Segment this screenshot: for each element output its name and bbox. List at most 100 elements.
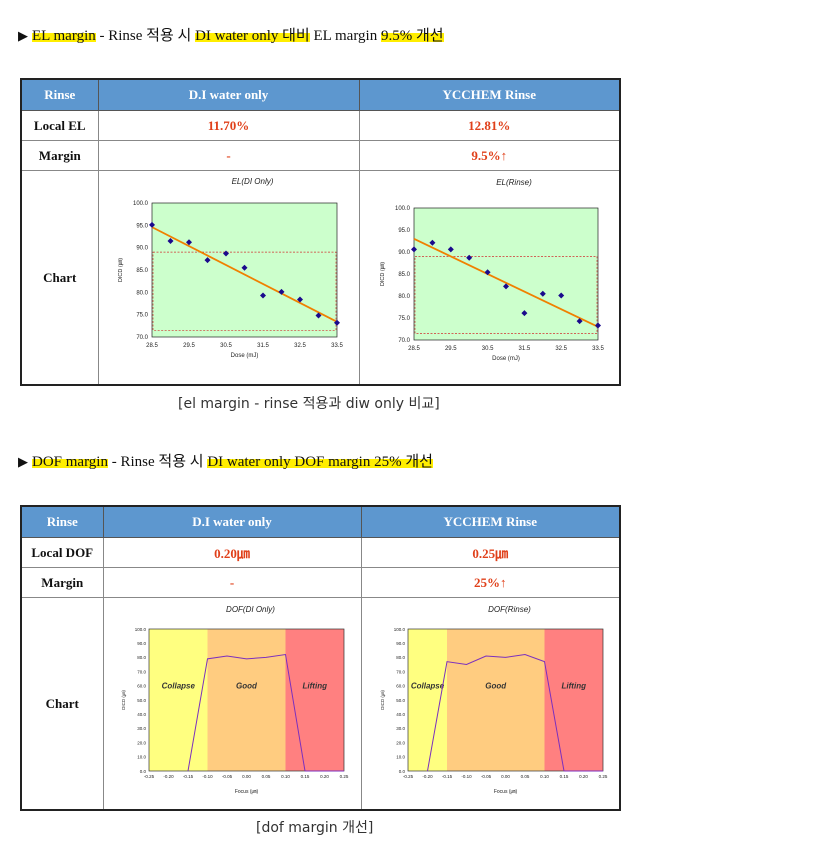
x-tick-label: -0.25: [403, 774, 414, 779]
y-tick-label: 0.0: [140, 769, 147, 774]
x-tick-label: 30.5: [220, 343, 232, 349]
chart-title: EL(DI Only): [232, 177, 274, 186]
table-header-row: Rinse D.I water only YCCHEM Rinse: [20, 505, 621, 538]
plot-area: [413, 207, 599, 341]
heading-part: 9.5% 개선: [380, 28, 444, 44]
spec-limit-box: [414, 256, 598, 334]
el-margin-heading: ▶ EL margin - Rinse 적용 시 DI water only 대비…: [18, 24, 444, 45]
y-tick-label: 40.0: [396, 712, 405, 717]
triangle-marker-icon: ▶: [18, 455, 28, 470]
row-label: Chart: [20, 597, 104, 811]
x-axis-label: Dose (mJ): [231, 353, 259, 359]
y-tick-label: 20.0: [396, 740, 405, 745]
triangle-marker-icon: ▶: [18, 29, 28, 44]
table-row: Margin - 25%↑: [20, 567, 621, 598]
data-point: [502, 283, 509, 290]
chart-title: EL(Rinse): [496, 178, 532, 187]
y-tick-label: 80.0: [136, 290, 148, 296]
y-tick-label: 75.0: [136, 313, 148, 319]
table-row: Margin - 9.5%↑: [20, 140, 621, 171]
cell-value: -: [102, 567, 362, 598]
y-tick-label: 20.0: [137, 740, 146, 745]
region-band: [446, 629, 545, 771]
data-point: [278, 288, 285, 295]
region-band: [544, 629, 603, 771]
y-tick-label: 90.0: [137, 641, 146, 646]
dof-comparison-table: Rinse D.I water only YCCHEM Rinse Local …: [20, 505, 621, 811]
y-tick-label: 0.0: [398, 769, 405, 774]
x-tick-label: 0.10: [540, 774, 549, 779]
cell-value: 0.25㎛: [360, 537, 621, 568]
data-point: [521, 310, 528, 317]
data-point: [149, 221, 155, 228]
y-axis-label: DICD (㎛): [118, 258, 124, 282]
y-tick-label: 60.0: [396, 684, 405, 689]
x-tick-label: 0.05: [262, 774, 271, 779]
region-label: Lifting: [561, 682, 586, 691]
heading-part: EL margin: [32, 28, 96, 44]
data-point: [260, 292, 266, 299]
y-tick-label: 100.0: [395, 206, 411, 212]
x-tick-label: -0.25: [144, 774, 155, 779]
data-point: [334, 319, 340, 326]
y-tick-label: 70.0: [398, 338, 410, 344]
dof-di-only-chart: DOF(DI Only) Collapse Good Lifting 0.0 10.0 20…: [121, 605, 349, 795]
x-tick-label: 33.5: [331, 343, 343, 349]
x-tick-label: 0.00: [242, 774, 251, 779]
heading-part: DI water only DOF margin 25% 개선: [207, 454, 433, 470]
heading-part: EL margin: [309, 28, 381, 44]
x-tick-label: 29.5: [445, 346, 457, 352]
region-band: [285, 629, 344, 771]
column-header: D.I water only: [97, 78, 360, 111]
y-tick-label: 85.0: [136, 268, 148, 274]
data-point: [447, 246, 454, 253]
data-point: [557, 292, 564, 299]
row-label: Margin: [20, 567, 104, 598]
row-label: Margin: [20, 140, 99, 171]
x-tick-label: 0.20: [579, 774, 588, 779]
cell-value: 25%↑: [360, 567, 621, 598]
trend-line: [151, 226, 338, 323]
y-tick-label: 40.0: [137, 712, 146, 717]
y-tick-label: 80.0: [396, 655, 405, 660]
region-label: Good: [485, 682, 507, 691]
y-tick-label: 30.0: [396, 726, 405, 731]
cell-value: 9.5%↑: [358, 140, 621, 171]
x-tick-label: 0.25: [340, 774, 349, 779]
plot-area: [148, 628, 345, 772]
x-tick-label: 31.5: [257, 343, 269, 349]
chart-title: DOF(Rinse): [488, 605, 531, 614]
chart-row: Chart DOF(DI Only) Collapse Good Lifting 0.0…: [20, 597, 621, 811]
data-point: [223, 250, 229, 257]
series-line: [426, 654, 565, 772]
x-tick-label: 0.05: [520, 774, 529, 779]
row-label: Chart: [20, 170, 99, 386]
y-axis-label: DICD (㎛): [380, 262, 386, 286]
y-tick-label: 100.0: [393, 627, 405, 632]
data-point: [410, 246, 417, 253]
x-tick-label: 30.5: [482, 346, 494, 352]
y-tick-label: 50.0: [396, 698, 405, 703]
y-tick-label: 70.0: [396, 669, 405, 674]
x-tick-label: 28.5: [408, 346, 420, 352]
y-tick-label: 90.0: [398, 250, 410, 256]
series-line: [187, 653, 306, 772]
x-tick-label: -0.05: [222, 774, 233, 779]
x-tick-label: 0.10: [281, 774, 290, 779]
y-tick-label: 10.0: [137, 755, 146, 760]
chart-cell: EL(DI Only) 70.0 75.0 80.0 85.0 90.0 95.0 100.0…: [97, 170, 360, 386]
chart-row: Chart EL(DI Only) 70.0 75.0 80.0 85.0 90.0 95.…: [20, 170, 621, 386]
x-tick-label: 0.15: [301, 774, 310, 779]
y-tick-label: 50.0: [137, 698, 146, 703]
row-label: Local DOF: [20, 537, 104, 568]
cell-value: -: [97, 140, 360, 171]
y-tick-label: 95.0: [398, 228, 410, 234]
column-header: D.I water only: [102, 505, 362, 538]
y-tick-label: 90.0: [396, 641, 405, 646]
heading-part: DOF margin: [32, 454, 108, 470]
x-tick-label: 0.20: [320, 774, 329, 779]
y-tick-label: 85.0: [398, 272, 410, 278]
x-tick-label: -0.10: [461, 774, 472, 779]
region-label: Collapse: [411, 682, 445, 691]
el-di-only-chart: EL(DI Only) 70.0 75.0 80.0 85.0 90.0 95.0 100.0…: [118, 177, 343, 359]
